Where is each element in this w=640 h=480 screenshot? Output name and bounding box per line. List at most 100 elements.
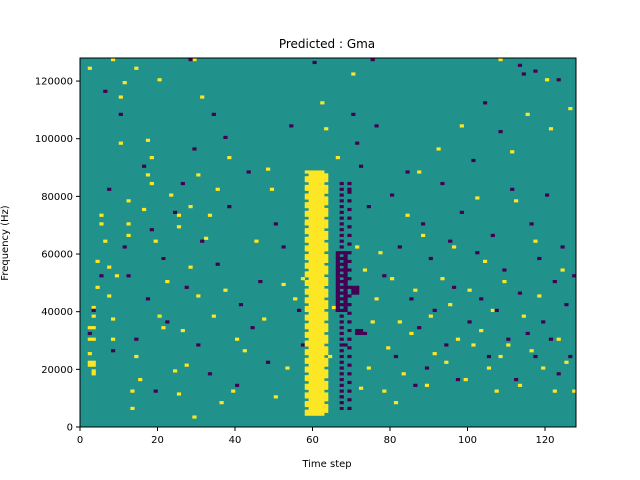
heatmap-cell-low [343, 271, 348, 275]
heatmap-cell-low [339, 251, 344, 255]
chart-title: Predicted : Gma [279, 37, 375, 51]
heatmap-cell-high [312, 343, 317, 347]
heatmap-cell-low [118, 112, 123, 116]
heatmap-cell-high [312, 406, 317, 411]
heatmap-cell-high [312, 277, 317, 281]
heatmap-cell-high [320, 334, 325, 338]
heatmap-cell-high [312, 372, 317, 376]
heatmap-cell-high [312, 349, 317, 353]
heatmap-cell-high [188, 265, 193, 269]
heatmap-cell-low [343, 288, 348, 292]
heatmap-cell-high [324, 380, 329, 385]
heatmap-cell-high [312, 254, 317, 258]
heatmap-cell-low [347, 187, 352, 191]
heatmap-cell-high [312, 282, 317, 287]
heatmap-cell-high [320, 279, 325, 284]
heatmap-cell-high [312, 375, 317, 379]
heatmap-cell-low [339, 326, 344, 330]
heatmap-cell-high [316, 210, 321, 214]
heatmap-cell-high [324, 202, 329, 206]
heatmap-cell-high [308, 254, 313, 258]
heatmap-cell-high [316, 308, 321, 312]
heatmap-cell-high [529, 349, 534, 353]
heatmap-cell-low [339, 256, 344, 261]
heatmap-cell-high [304, 343, 309, 347]
heatmap-cell-high [304, 334, 309, 338]
heatmap-cell-high [308, 251, 313, 255]
heatmap-cell-high [320, 346, 325, 350]
heatmap-cell-low [347, 346, 352, 350]
heatmap-cell-high [316, 334, 321, 338]
heatmap-cell-high [324, 363, 329, 367]
heatmap-cell-high [320, 225, 325, 229]
heatmap-cell-high [308, 216, 313, 220]
heatmap-cell-low [355, 328, 360, 333]
heatmap-cell-high [316, 245, 321, 249]
heatmap-cell-high [316, 389, 321, 393]
heatmap-cell-high [316, 300, 321, 304]
heatmap-cell-low [165, 320, 170, 324]
heatmap-cell-high [308, 225, 313, 229]
heatmap-cell-high [304, 305, 309, 310]
heatmap-cell-high [312, 216, 317, 220]
heatmap-cell-high [312, 409, 317, 413]
heatmap-cell-high [324, 127, 329, 131]
heatmap-cell-high [316, 383, 321, 387]
heatmap-cell-low [498, 130, 503, 134]
heatmap-cell-high [308, 357, 313, 361]
heatmap-cell-high [304, 274, 309, 278]
heatmap-cell-high [316, 291, 321, 295]
heatmap-cell-low [355, 288, 360, 292]
heatmap-cell-high [304, 262, 309, 266]
heatmap-cell-low [343, 274, 348, 278]
heatmap-cell-low [343, 282, 348, 287]
heatmap-cell-high [316, 398, 321, 402]
heatmap-cell-low [374, 124, 379, 128]
heatmap-cell-high [320, 199, 325, 203]
heatmap-cell-low [289, 124, 294, 128]
heatmap-cell-high [316, 251, 321, 255]
heatmap-cell-high [316, 265, 321, 269]
heatmap-cell-high [308, 196, 313, 200]
heatmap-cell-high [316, 303, 321, 307]
heatmap-cell-high [324, 334, 329, 338]
heatmap-cell-high [320, 398, 325, 402]
heatmap-cell-high [483, 259, 488, 263]
heatmap-cell-high [308, 193, 313, 197]
heatmap-cell-high [304, 308, 309, 312]
heatmap-cell-high [176, 392, 182, 396]
heatmap-cell-high [312, 305, 317, 310]
heatmap-cell-high [316, 297, 321, 301]
heatmap-cell-high [304, 219, 309, 223]
heatmap-cell-high [304, 187, 309, 191]
heatmap-cell-high [324, 406, 329, 411]
heatmap-cell-high [308, 328, 313, 333]
heatmap-cell-high [320, 363, 325, 367]
heatmap-cell-high [91, 337, 96, 341]
heatmap-cell-high [308, 401, 313, 405]
heatmap-cell-high [510, 150, 515, 154]
heatmap-cell-high [312, 245, 317, 249]
heatmap-cell-high [320, 205, 325, 209]
heatmap-cell-high [304, 360, 309, 364]
heatmap-cell-high [328, 354, 333, 359]
heatmap-cell-low [339, 308, 344, 312]
heatmap-cell-high [432, 352, 437, 356]
heatmap-cell-high [320, 233, 325, 238]
heatmap-cell-low [335, 282, 340, 287]
heatmap-cell-low [355, 141, 360, 145]
y-axis-label: Frequency (Hz) [0, 205, 11, 281]
heatmap-cell-high [312, 251, 317, 255]
heatmap-cell-low [343, 251, 348, 255]
heatmap-cell-high [215, 187, 220, 191]
heatmap-cell-high [312, 230, 317, 235]
heatmap-cell-high [281, 282, 286, 287]
heatmap-cell-low [223, 135, 228, 140]
heatmap-cell-low [339, 354, 344, 359]
heatmap-cell-high [316, 369, 321, 373]
heatmap-cell-high [304, 230, 309, 235]
heatmap-cell-high [316, 363, 321, 367]
heatmap-cell-low [343, 308, 348, 312]
heatmap-cell-high [316, 228, 321, 232]
heatmap-cell-high [242, 349, 247, 353]
